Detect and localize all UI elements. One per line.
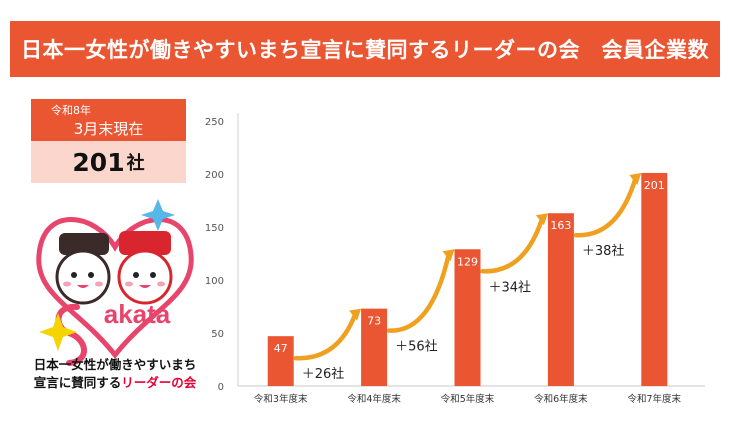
y-tick-label: 100 bbox=[205, 276, 224, 287]
date-era: 令和8年 bbox=[51, 104, 91, 117]
x-tick-label: 令和3年度末 bbox=[254, 393, 308, 405]
bar-value-label: 201 bbox=[644, 179, 665, 192]
logo-tagline-2-prefix: 宣言に賛同する bbox=[33, 375, 122, 390]
increment-label: ＋56社 bbox=[395, 339, 438, 355]
bar bbox=[454, 249, 481, 386]
date-box: 令和8年 3月末現在 bbox=[31, 99, 186, 141]
bar bbox=[361, 308, 388, 386]
logo-tagline-2: 宣言に賛同するリーダーの会 bbox=[10, 372, 220, 391]
x-tick-label: 令和5年度末 bbox=[441, 393, 495, 405]
member-count: 201 bbox=[72, 147, 125, 177]
mascot-left bbox=[55, 233, 111, 305]
page-title: 日本一女性が働きやすいまち宣言に賛同するリーダーの会 会員企業数 bbox=[10, 21, 720, 77]
star-yellow-icon bbox=[39, 313, 77, 351]
logo-tagline-2-accent: リーダーの会 bbox=[121, 375, 197, 390]
member-count-chart: 0 50 100 150 200 250 47 令和3年度末 73 令和4年度末 129 令和5年度末… bbox=[205, 113, 705, 405]
member-count-box: 201 社 bbox=[31, 141, 186, 183]
leaders-association-logo: akata bbox=[36, 199, 194, 366]
increment-label: ＋26社 bbox=[302, 366, 345, 382]
x-tick-label: 令和6年度末 bbox=[534, 393, 588, 405]
y-tick-label: 0 bbox=[218, 382, 224, 393]
bar-value-label: 47 bbox=[274, 342, 288, 355]
bar-value-label: 73 bbox=[367, 315, 381, 328]
star-blue-icon bbox=[141, 199, 175, 231]
increment-arrow bbox=[573, 176, 638, 238]
y-tick-label: 150 bbox=[205, 223, 224, 234]
increment-label: ＋38社 bbox=[582, 243, 625, 259]
increment-arrow bbox=[480, 216, 545, 274]
x-tick-label: 令和4年度末 bbox=[347, 393, 401, 405]
increment-arrowhead bbox=[442, 249, 455, 262]
y-tick-label: 50 bbox=[211, 329, 224, 340]
logo-brand-text: akata bbox=[104, 299, 171, 329]
member-count-unit: 社 bbox=[126, 153, 145, 174]
x-tick-label: 令和7年度末 bbox=[628, 393, 682, 405]
bar bbox=[641, 172, 668, 386]
increment-arrowhead bbox=[629, 172, 642, 185]
increment-arrow bbox=[386, 253, 451, 333]
increment-arrow bbox=[293, 312, 358, 361]
increment-arrowhead bbox=[535, 213, 548, 226]
y-tick-label: 200 bbox=[205, 170, 224, 181]
y-tick-label: 250 bbox=[205, 117, 224, 128]
increment-arrowhead bbox=[349, 308, 362, 321]
mascot-right bbox=[117, 231, 173, 305]
bar-value-label: 129 bbox=[457, 255, 478, 268]
heart-outline bbox=[36, 217, 194, 360]
bar bbox=[547, 213, 574, 386]
date-month: 3月末現在 bbox=[73, 120, 144, 138]
bar bbox=[267, 336, 294, 386]
bar-value-label: 163 bbox=[550, 219, 571, 232]
logo-tagline-1: 日本一女性が働きやすいまち bbox=[33, 357, 197, 372]
increment-label: ＋34社 bbox=[489, 279, 532, 295]
